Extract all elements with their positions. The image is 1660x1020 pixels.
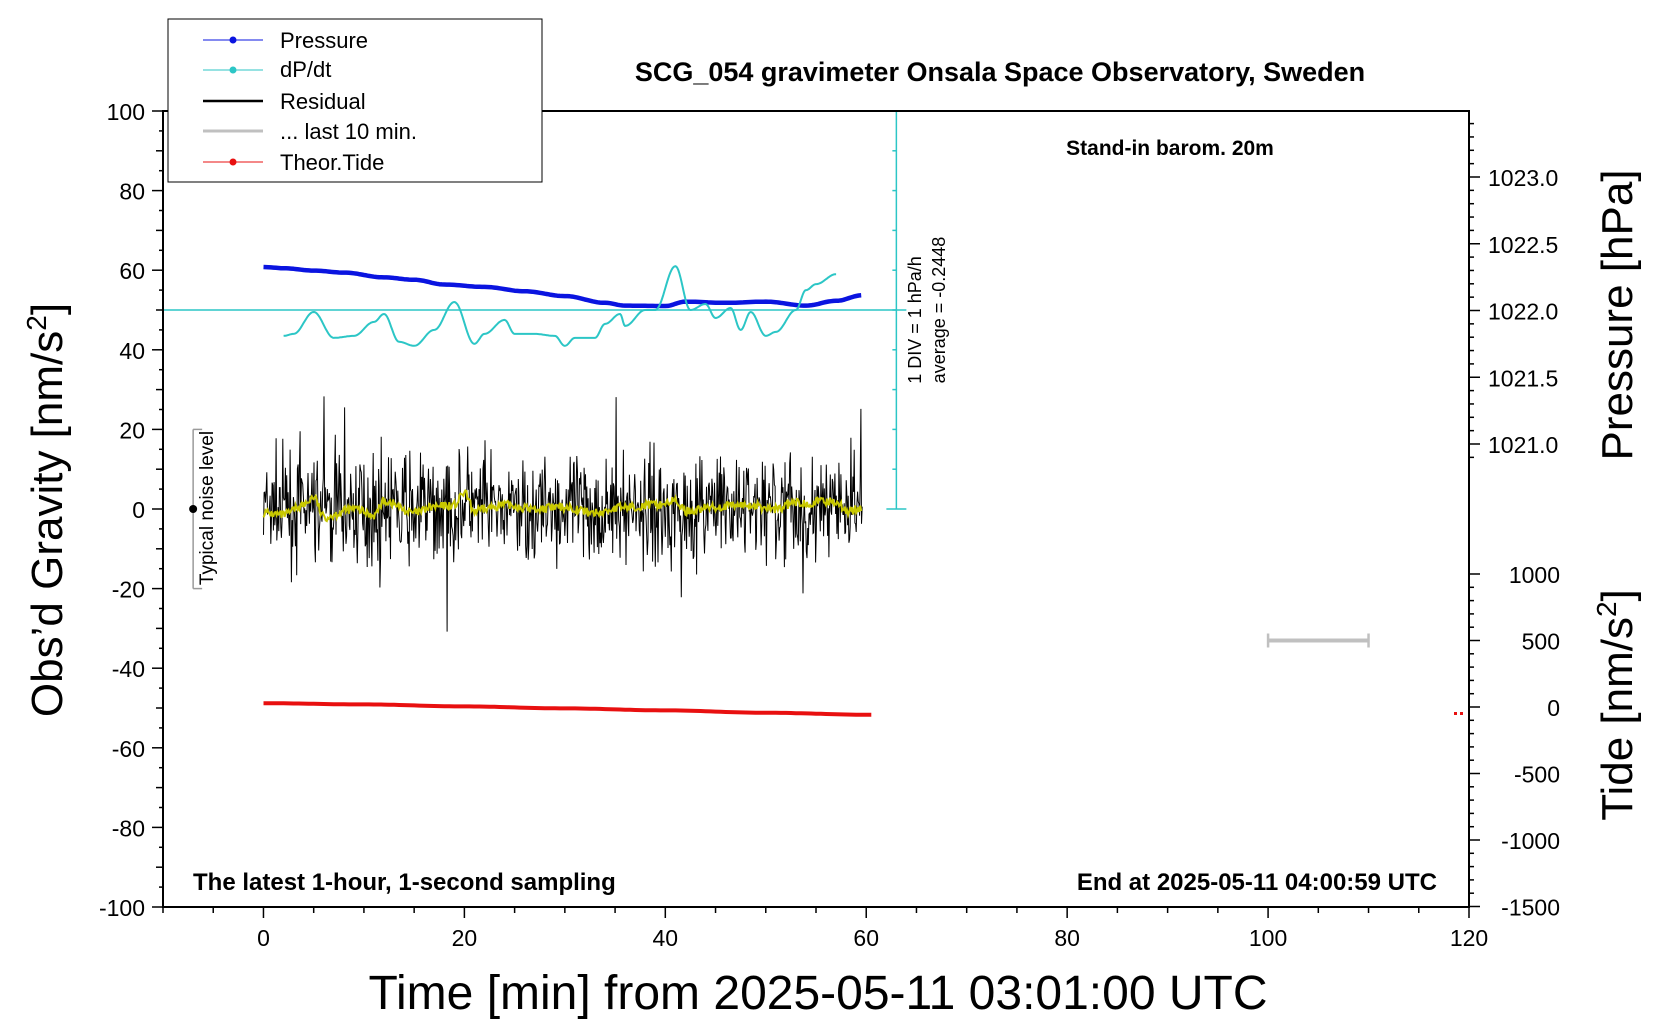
x-tick-label: 100 [1249, 925, 1287, 951]
x-tick-label: 120 [1450, 925, 1488, 951]
legend-label-dpdt: dP/dt [280, 57, 331, 82]
y-tick-label-left: -20 [112, 577, 145, 603]
gravity-unit-text: Obs’d Gravity [nm/s [23, 331, 72, 717]
legend-item-tide: Theor.Tide [203, 150, 384, 175]
x-tick-label: 60 [853, 925, 879, 951]
y-tick-label-left: 100 [107, 99, 145, 125]
end-time-note: End at 2025-05-11 04:00:59 UTC [1077, 869, 1437, 896]
tide-unit-text: Tide [nm/s [1593, 617, 1642, 821]
y-tick-label-tide: -1500 [1501, 895, 1560, 921]
y-tick-label-left: -80 [112, 815, 145, 841]
residual-smoothed-series [262, 489, 863, 523]
noise-level-label: Typical noise level [197, 431, 218, 585]
legend-label-last10: ... last 10 min. [280, 119, 417, 144]
plot-frame [162, 110, 1470, 908]
y-tick-label-tide: 0 [1547, 695, 1560, 721]
data-series [163, 110, 1463, 717]
y-tick-label-tide: -1000 [1501, 828, 1560, 854]
legend-item-dpdt: dP/dt [203, 57, 331, 82]
y-tick-label-tide: 500 [1522, 629, 1560, 655]
y-tick-label-pressure: 1021.5 [1488, 365, 1558, 391]
legend: Pressure dP/dt Residual ... last 10 min.… [167, 18, 543, 183]
dpdt-average-label: average = -0.2448 [929, 237, 949, 384]
tide-series [263, 701, 872, 717]
y-tick-label-tide: -500 [1514, 762, 1560, 788]
x-tick-label: 80 [1054, 925, 1080, 951]
x-tick-label: 0 [257, 925, 270, 951]
y-axis-label-pressure: Pressure [hPa] [1593, 169, 1642, 460]
y-tick-label-left: 80 [119, 179, 145, 205]
y-tick-label-tide: 1000 [1509, 562, 1560, 588]
x-tick-label: 20 [452, 925, 478, 951]
tide-marker [1460, 712, 1463, 715]
y-axis-label-tide: Tide [nm/s2] [1591, 589, 1642, 821]
tide-unit-exponent: 2 [1591, 601, 1622, 617]
y-tick-label-left: -100 [99, 895, 145, 921]
div-scale-label: 1 DIV = 1 hPa/h [905, 256, 925, 384]
legend-label-pressure: Pressure [280, 28, 368, 53]
legend-label-tide: Theor.Tide [280, 150, 384, 175]
y-tick-label-pressure: 1022.0 [1488, 299, 1558, 325]
chart-title: SCG_054 gravimeter Onsala Space Observat… [635, 57, 1365, 87]
legend-item-pressure: Pressure [203, 28, 368, 53]
y-tick-label-pressure: 1021.0 [1488, 432, 1558, 458]
y-tick-label-left: 40 [119, 338, 145, 364]
dpdt-series [283, 265, 837, 347]
legend-item-residual: Residual [203, 89, 366, 114]
sampling-note: The latest 1-hour, 1-second sampling [193, 869, 616, 896]
legend-item-last10: ... last 10 min. [203, 119, 417, 144]
residual-series [263, 396, 863, 632]
y-tick-label-left: -40 [112, 656, 145, 682]
stand-in-barometer-note: Stand-in barom. 20m [1066, 137, 1274, 160]
noise-center-dot [189, 505, 198, 513]
y-tick-label-left: -60 [112, 736, 145, 762]
y-tick-label-left: 20 [119, 417, 145, 443]
x-tick-label: 40 [653, 925, 679, 951]
x-axis-label: Time [min] from 2025-05-11 03:01:00 UTC [368, 967, 1267, 1020]
y-tick-label-left: 0 [132, 497, 145, 523]
legend-label-residual: Residual [280, 89, 366, 114]
tide-marker [1454, 712, 1457, 715]
y-tick-label-pressure: 1023.0 [1488, 165, 1558, 191]
gravity-unit-exponent: 2 [21, 315, 52, 331]
y-axis-label-gravity: Obs’d Gravity [nm/s2] [21, 303, 72, 717]
y-tick-label-left: 60 [119, 258, 145, 284]
pressure-series [263, 264, 862, 309]
axis-ticks: 0 20 40 60 80 100 120 -100 -80 -60 -40 -20 0 20 40 60 80… [99, 99, 1560, 951]
y-tick-label-pressure: 1022.5 [1488, 232, 1558, 258]
